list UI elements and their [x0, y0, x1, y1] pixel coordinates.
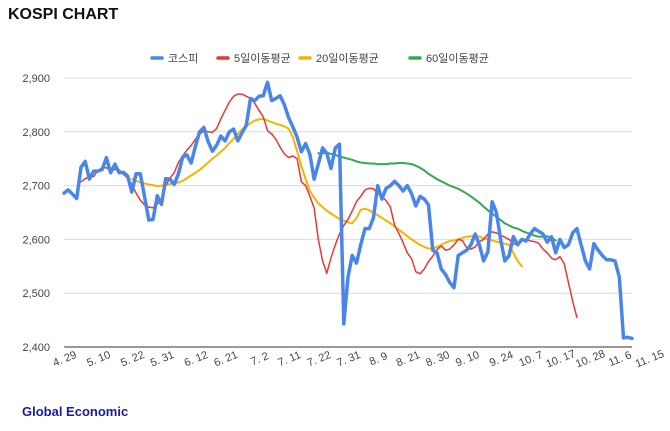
legend: 코스피 5일이동평균 20일이동평균 60일이동평균: [150, 51, 489, 65]
y-tick-label: 2,800: [22, 127, 50, 139]
series-lines: [62, 80, 634, 341]
source-label: Global Economic: [22, 404, 129, 419]
x-tick-label: 7. 22: [306, 349, 333, 369]
series-line-3: [317, 151, 557, 242]
x-tick-label: 5. 22: [119, 349, 146, 369]
x-tick-label: 7. 2: [249, 350, 271, 368]
x-tick-label: 5. 31: [149, 349, 176, 369]
x-tick-label: 5. 10: [85, 349, 112, 369]
y-tick-label: 2,600: [22, 234, 50, 246]
x-tick-label: 7. 11: [276, 349, 302, 369]
x-tick-label: 10. 7: [518, 349, 545, 369]
y-tick-label: 2,500: [22, 288, 50, 300]
legend-label: 5일이동평균: [234, 51, 291, 65]
x-tick-label: 9. 24: [488, 349, 515, 369]
page-title: KOSPI CHART: [8, 6, 119, 23]
y-tick-label: 2,400: [22, 342, 50, 354]
legend-label: 60일이동평균: [426, 51, 489, 65]
series-line-2: [130, 117, 523, 268]
x-tick-label: 7. 31: [335, 349, 362, 369]
x-tick-label: 9. 10: [454, 349, 481, 369]
x-tick-label: 6. 21: [212, 349, 239, 369]
x-tick-label: 8. 21: [395, 349, 422, 369]
x-tick-label: 11. 6: [607, 349, 633, 369]
x-tick-label: 8. 30: [424, 349, 451, 369]
legend-label: 20일이동평균: [316, 51, 379, 65]
x-tick-label: 10. 17: [544, 348, 577, 371]
x-tick-label: 6. 12: [183, 349, 210, 369]
legend-label: 코스피: [168, 52, 198, 65]
y-axis-ticks: 2,400 2,500 2,600 2,700 2,800 2,900: [22, 73, 50, 354]
x-tick-label: 8. 9: [368, 350, 390, 368]
y-tick-label: 2,700: [22, 181, 50, 193]
x-tick-label: 11. 15: [634, 348, 666, 370]
x-tick-label: 4. 29: [51, 349, 78, 369]
x-axis-ticks: 4. 29 5. 10 5. 22 5. 31 6. 12 6. 21 7. 2 7. 11 7…: [51, 348, 666, 371]
series-line-0: [62, 80, 634, 341]
y-tick-label: 2,900: [22, 73, 50, 85]
x-tick-label: 10. 28: [574, 348, 607, 371]
